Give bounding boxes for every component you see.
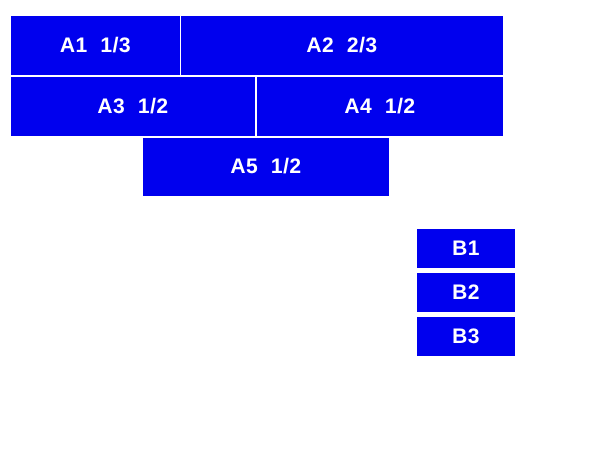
box-a3[interactable]: A3 1/2 [11, 77, 255, 136]
box-a2[interactable]: A2 2/3 [181, 16, 503, 75]
box-b2[interactable]: B2 [417, 273, 515, 312]
box-b3[interactable]: B3 [417, 317, 515, 356]
box-b1[interactable]: B1 [417, 229, 515, 268]
box-a5[interactable]: A5 1/2 [143, 138, 389, 196]
box-a1[interactable]: A1 1/3 [11, 16, 180, 75]
box-a4[interactable]: A4 1/2 [257, 77, 503, 136]
